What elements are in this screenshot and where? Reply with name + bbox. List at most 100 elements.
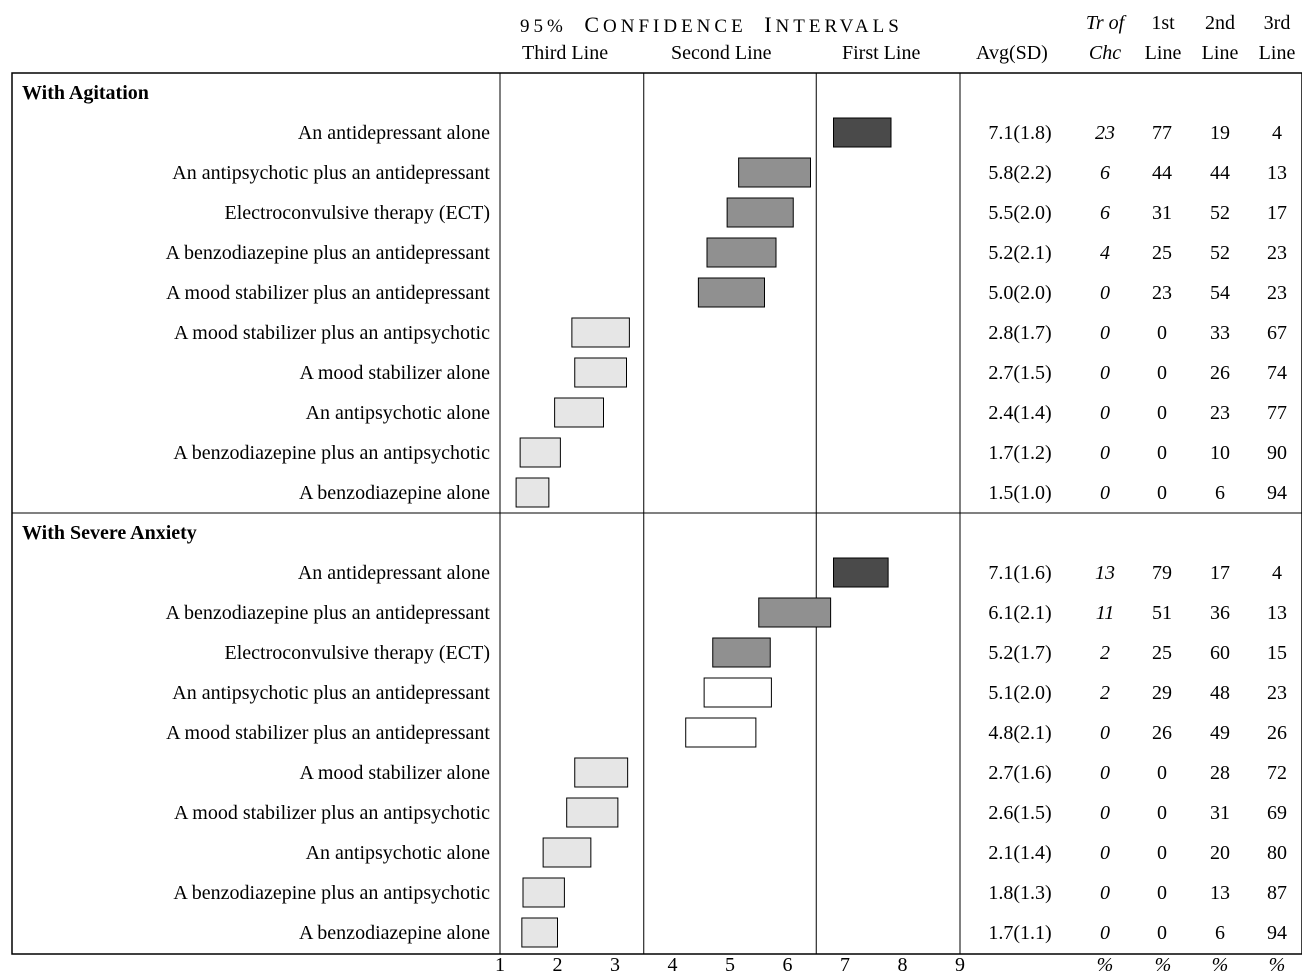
second-line-cell: 19 xyxy=(1210,122,1230,144)
zone-third-label: Third Line xyxy=(522,42,609,64)
avg-sd-cell: 1.8(1.3) xyxy=(988,882,1052,904)
avg-sd-cell: 7.1(1.8) xyxy=(988,122,1052,144)
second-line-cell: 28 xyxy=(1210,762,1230,784)
first-header: 1st xyxy=(1151,12,1175,34)
third-line-cell: 87 xyxy=(1267,882,1287,904)
third-line-cell: 26 xyxy=(1267,722,1287,744)
avg-sd-cell: 2.7(1.6) xyxy=(988,762,1052,784)
section-title: With Severe Anxiety xyxy=(22,522,197,544)
tick-label: 5 xyxy=(725,954,735,976)
second-line-cell: 31 xyxy=(1210,802,1230,824)
tr-chc-cell: 0 xyxy=(1100,762,1110,784)
second-line-cell: 13 xyxy=(1210,882,1230,904)
ci-bar xyxy=(542,837,592,868)
row-label: A mood stabilizer plus an antipsychotic xyxy=(173,322,490,344)
ci-bar xyxy=(554,397,604,428)
avg-sd-cell: 2.7(1.5) xyxy=(988,362,1052,384)
zone-second-label: Second Line xyxy=(671,42,772,64)
row-label: An antipsychotic plus an antidepressant xyxy=(172,682,490,704)
tick-label: 2 xyxy=(552,954,563,976)
ci-bars xyxy=(515,117,892,948)
row-label: A benzodiazepine plus an antidepressant xyxy=(165,602,490,624)
ci-bar xyxy=(703,677,772,708)
ci-bar xyxy=(519,437,561,468)
third-line-cell: 94 xyxy=(1267,922,1287,944)
chc-header: Chc xyxy=(1088,42,1122,64)
first-line-cell: 31 xyxy=(1152,202,1172,224)
avg-sd-cell: 5.8(2.2) xyxy=(988,162,1052,184)
avg-sd-cell: 5.2(1.7) xyxy=(988,642,1052,664)
tr-chc-cell: 0 xyxy=(1100,882,1110,904)
tr-chc-cell: 4 xyxy=(1100,242,1110,264)
third-line-cell: 23 xyxy=(1267,282,1287,304)
second-line-cell: 20 xyxy=(1210,842,1230,864)
third-line-cell: 74 xyxy=(1267,362,1287,384)
tr-chc-cell: 2 xyxy=(1100,642,1110,664)
row-label: An antipsychotic plus an antidepressant xyxy=(172,162,490,184)
tick-label: 7 xyxy=(840,954,850,976)
first-line-cell: 0 xyxy=(1157,802,1167,824)
third-line-cell: 4 xyxy=(1272,562,1282,584)
tick-label: 6 xyxy=(782,954,793,976)
third-line-cell: 69 xyxy=(1267,802,1287,824)
first-line-cell: 29 xyxy=(1152,682,1172,704)
row-label: A mood stabilizer alone xyxy=(299,762,490,784)
avg-sd-cell: 1.5(1.0) xyxy=(988,482,1052,504)
first-line-cell: 44 xyxy=(1152,162,1172,184)
tr-chc-cell: 0 xyxy=(1100,322,1110,344)
ci-bar xyxy=(571,317,630,348)
first-line-cell: 25 xyxy=(1152,242,1172,264)
avg-sd-cell: 2.1(1.4) xyxy=(988,842,1052,864)
second-line-cell: 48 xyxy=(1210,682,1230,704)
row-label: An antipsychotic alone xyxy=(305,402,490,424)
ci-title: 95% CONFIDENCE INTERVALS xyxy=(520,12,903,37)
second-line-cell: 23 xyxy=(1210,402,1230,424)
first-line-header: Line xyxy=(1144,42,1182,64)
second-line-cell: 52 xyxy=(1210,242,1230,264)
first-line-cell: 26 xyxy=(1152,722,1172,744)
second-line-cell: 10 xyxy=(1210,442,1230,464)
tr-chc-cell: 6 xyxy=(1100,202,1110,224)
third-line-cell: 15 xyxy=(1267,642,1287,664)
row-label: Electroconvulsive therapy (ECT) xyxy=(224,642,490,664)
ci-bar xyxy=(706,237,777,268)
third-line-cell: 72 xyxy=(1267,762,1287,784)
first-line-cell: 0 xyxy=(1157,762,1167,784)
tr-chc-cell: 0 xyxy=(1100,482,1110,504)
row-label: An antidepressant alone xyxy=(297,562,490,584)
tr-chc-cell: 13 xyxy=(1095,562,1115,584)
first-line-cell: 23 xyxy=(1152,282,1172,304)
ci-bar xyxy=(515,477,550,508)
ci-bar xyxy=(697,277,765,308)
row-label: An antipsychotic alone xyxy=(305,842,490,864)
third-line-cell: 13 xyxy=(1267,602,1287,624)
avg-sd-cell: 1.7(1.2) xyxy=(988,442,1052,464)
tr-pct-footer: % xyxy=(1096,954,1114,976)
row-label: A benzodiazepine plus an antipsychotic xyxy=(173,442,490,464)
tr-chc-cell: 0 xyxy=(1100,842,1110,864)
avg-sd-cell: 4.8(2.1) xyxy=(988,722,1052,744)
avg-sd-cell: 5.5(2.0) xyxy=(988,202,1052,224)
second-line-cell: 54 xyxy=(1210,282,1230,304)
first-line-cell: 77 xyxy=(1152,122,1172,144)
row-label: A mood stabilizer plus an antidepressant xyxy=(166,722,490,744)
tr-chc-cell: 2 xyxy=(1100,682,1110,704)
row-label: A benzodiazepine alone xyxy=(298,922,490,944)
first-line-cell: 0 xyxy=(1157,402,1167,424)
ci-bar xyxy=(833,557,889,588)
ci-bar xyxy=(521,917,558,948)
tick-label: 9 xyxy=(955,954,965,976)
third-line-cell: 13 xyxy=(1267,162,1287,184)
section-title: With Agitation xyxy=(22,82,149,104)
ci-bar xyxy=(522,877,565,908)
third-line-cell: 77 xyxy=(1267,402,1287,424)
first-line-cell: 0 xyxy=(1157,442,1167,464)
tick-label: 1 xyxy=(495,954,505,976)
tr-chc-cell: 0 xyxy=(1100,282,1110,304)
first-line-cell: 51 xyxy=(1152,602,1172,624)
table-frame xyxy=(11,72,1302,955)
row-label: A mood stabilizer alone xyxy=(299,362,490,384)
row-label: A mood stabilizer plus an antipsychotic xyxy=(173,802,490,824)
avg-sd-cell: 6.1(2.1) xyxy=(988,602,1052,624)
